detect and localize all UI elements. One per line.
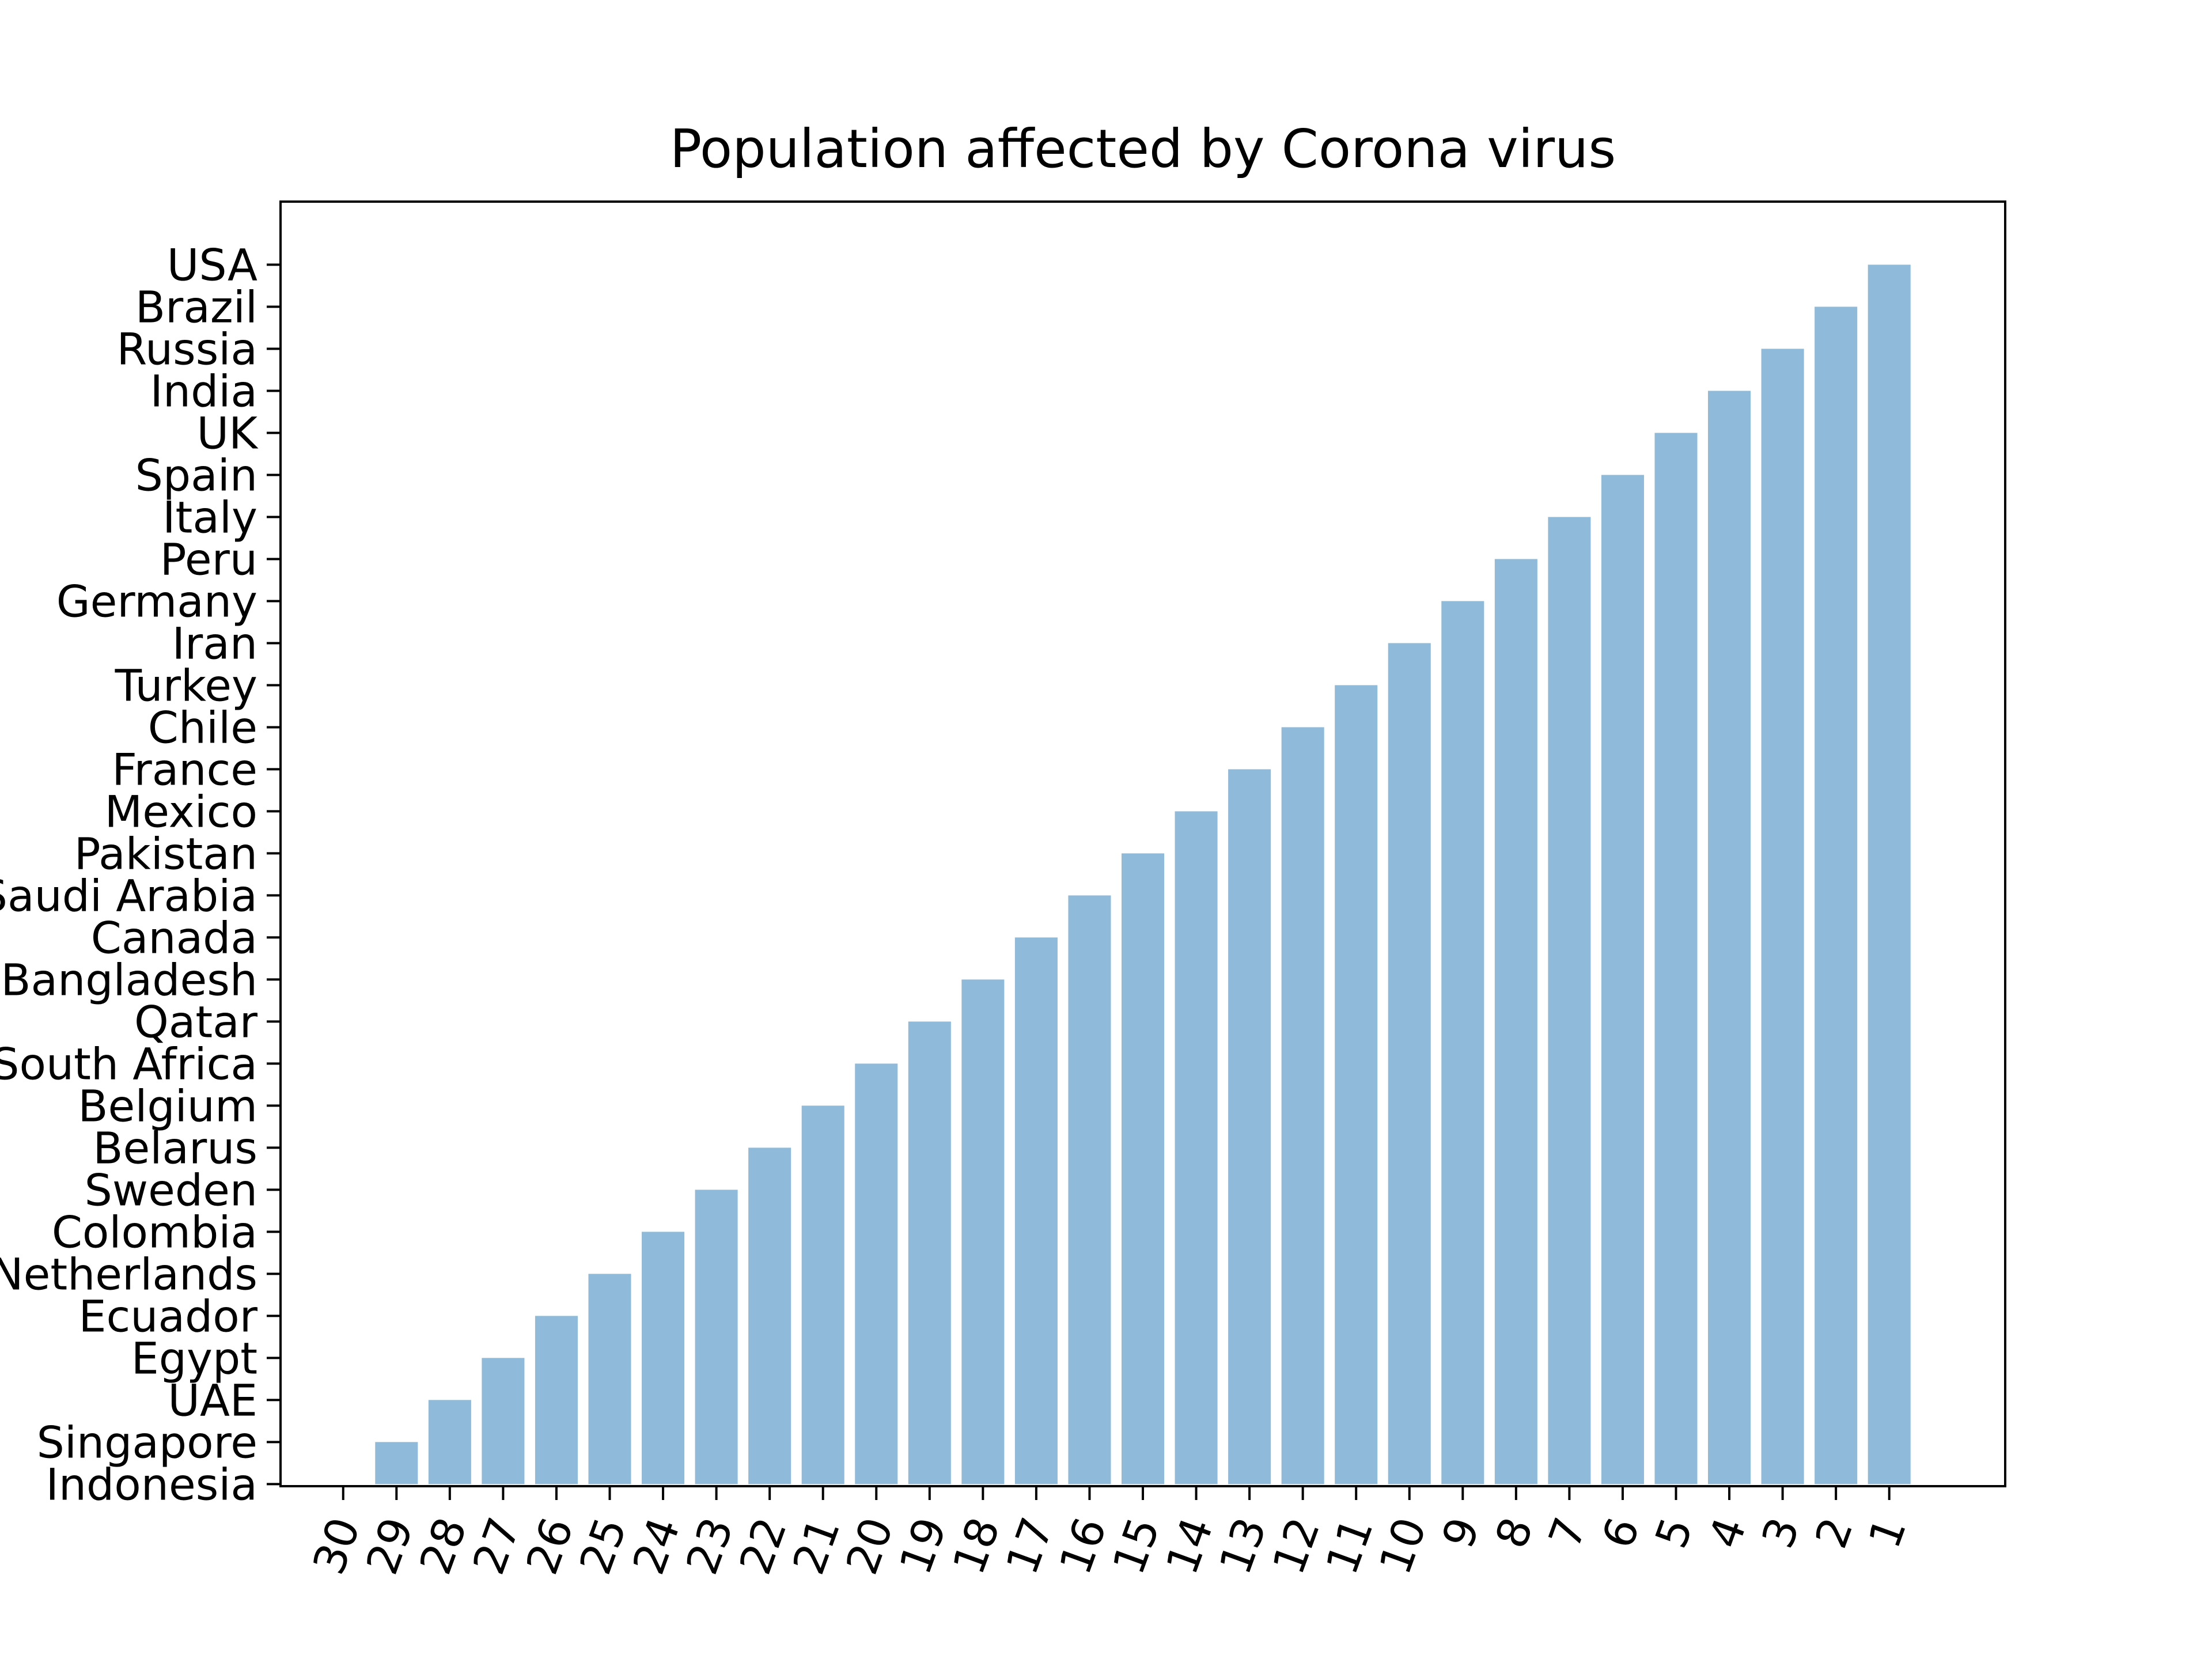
bar-17: [1014, 937, 1058, 1484]
bar-8: [1494, 559, 1537, 1484]
bar-21: [801, 1105, 844, 1484]
y-tick-label: Italy: [162, 491, 257, 543]
bar-1: [1868, 264, 1911, 1484]
y-tick-label: Russia: [117, 323, 257, 374]
bar-10: [1388, 643, 1431, 1484]
bar-25: [588, 1274, 631, 1484]
bar-15: [1121, 853, 1165, 1484]
y-tick-label: Belarus: [93, 1122, 257, 1173]
bar-26: [535, 1316, 578, 1484]
bar-4: [1708, 391, 1751, 1484]
bar-13: [1228, 769, 1271, 1484]
y-tick-label: Belgium: [78, 1080, 257, 1131]
bar-11: [1335, 685, 1378, 1484]
bar-23: [695, 1190, 738, 1484]
y-tick-label: Iran: [172, 618, 257, 669]
bar-18: [961, 979, 1005, 1484]
y-tick-label: Ecuador: [78, 1290, 257, 1342]
y-tick-label: Singapore: [37, 1416, 257, 1468]
chart-title: Population affected by Corona virus: [670, 118, 1616, 180]
y-tick-label: Brazil: [135, 281, 257, 332]
y-tick-label: Egypt: [131, 1332, 257, 1384]
y-tick-label: Pakistan: [74, 828, 257, 879]
bar-22: [748, 1147, 791, 1484]
y-tick-label: Indonesia: [46, 1459, 257, 1510]
y-tick-label: Mexico: [105, 786, 257, 837]
bar-24: [642, 1232, 685, 1484]
y-tick-label: Sweden: [85, 1164, 257, 1215]
bar-7: [1548, 517, 1591, 1484]
bar-5: [1654, 433, 1698, 1484]
bar-14: [1175, 811, 1218, 1484]
y-tick-label: Turkey: [115, 660, 257, 711]
bar-2: [1815, 306, 1858, 1484]
y-tick-label: Colombia: [52, 1206, 257, 1257]
y-tick-label: Qatar: [134, 996, 258, 1047]
bars-group: [375, 264, 1911, 1484]
y-tick-label: Netherlands: [0, 1248, 257, 1300]
y-tick-label: India: [150, 365, 257, 416]
bar-9: [1441, 601, 1484, 1484]
bar-3: [1761, 349, 1804, 1484]
y-tick-label: Canada: [91, 912, 257, 963]
bar-12: [1281, 727, 1324, 1484]
bar-20: [855, 1063, 898, 1484]
y-tick-label: Peru: [160, 533, 257, 585]
y-tick-label: UAE: [168, 1374, 257, 1426]
y-tick-label: Bangladesh: [1, 954, 257, 1005]
y-tick-label: Saudi Arabia: [0, 870, 257, 921]
y-tick-label: Spain: [135, 449, 257, 501]
y-tick-label: USA: [167, 239, 257, 290]
bar-29: [375, 1442, 418, 1484]
bar-19: [908, 1021, 951, 1484]
plot-frame: [279, 200, 2006, 1487]
y-tick-label: UK: [197, 407, 259, 459]
y-axis-ticks: IndonesiaSingaporeUAEEgyptEcuadorNetherl…: [0, 239, 281, 1510]
bar-28: [428, 1400, 471, 1484]
bar-27: [482, 1358, 525, 1484]
y-tick-label: Chile: [148, 702, 257, 753]
y-tick-label: France: [112, 744, 257, 795]
bar-6: [1601, 475, 1644, 1484]
y-tick-label: Germany: [56, 575, 257, 627]
y-tick-label: South Africa: [0, 1038, 257, 1089]
bar-16: [1068, 895, 1111, 1484]
